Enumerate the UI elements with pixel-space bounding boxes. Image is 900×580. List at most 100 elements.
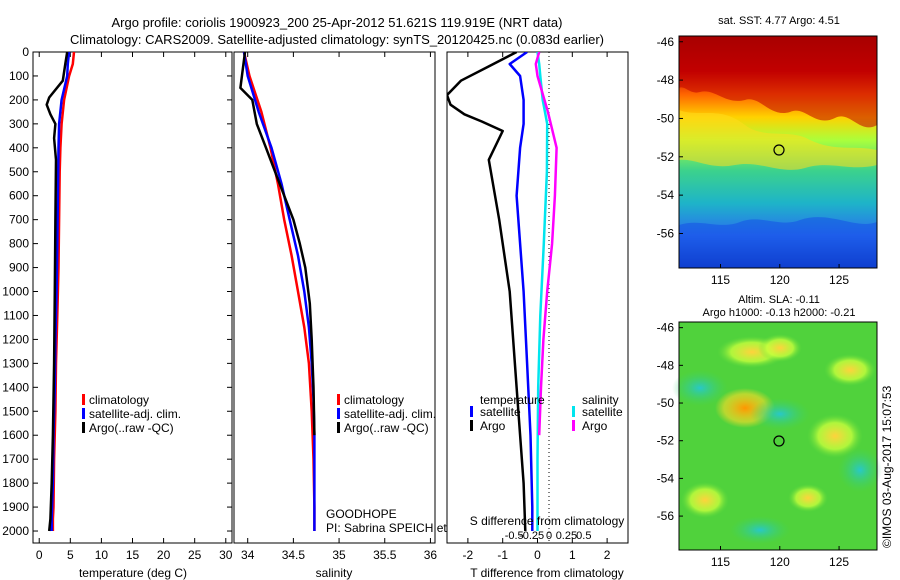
map-x-tick-label: 120 — [770, 273, 790, 287]
depth-tick-label: 1900 — [2, 500, 29, 514]
depth-tick-label: 1000 — [2, 285, 29, 299]
salinity-profiles — [239, 52, 316, 531]
figure-title-line-1: Argo profile: coriolis 1900923_200 25-Ap… — [112, 15, 563, 30]
sst-map-panel: sat. SST: 4.77 Argo: 4.51 115 120 125 -46 -4… — [657, 15, 878, 287]
map-y-tick-label: -48 — [657, 73, 675, 87]
salinity-axis-label: salinity — [316, 566, 353, 580]
salinity-difference-tick-label: 0.25 — [556, 530, 577, 542]
profile-line-salinity-satellite — [536, 52, 549, 531]
profile-line-temperature-satellite — [508, 52, 534, 531]
x-tick-label: 2 — [604, 548, 611, 562]
x-tick-label: 1 — [569, 548, 576, 562]
salinity-difference-axis-label: S difference from climatology — [470, 514, 625, 528]
sst-map-frame — [678, 35, 878, 269]
x-tick-label: 36 — [424, 548, 438, 562]
legend-label: satellite — [582, 405, 623, 419]
x-tick-label: 20 — [157, 548, 171, 562]
figure-title-line-2: Climatology: CARS2009. Satellite-adjuste… — [70, 32, 604, 47]
depth-tick-label: 300 — [9, 117, 29, 131]
sla-profile-marker — [773, 435, 785, 447]
depth-tick-label: 1800 — [2, 476, 29, 490]
legend-swatch — [337, 422, 340, 433]
depth-tick-label: 1300 — [2, 356, 29, 370]
x-tick-label: 35 — [332, 548, 346, 562]
profile-line-argo-raw-qc- — [45, 52, 69, 532]
depth-tick-label: 1600 — [2, 428, 29, 442]
temperature-axis-label: temperature (deg C) — [79, 566, 187, 580]
x-tick-label: -2 — [463, 548, 474, 562]
legend-swatch — [337, 408, 340, 419]
depth-tick-label: 600 — [9, 189, 29, 203]
difference-legend: temperaturesatelliteArgosalinitysatellit… — [470, 393, 623, 433]
map-y-tick-label: -46 — [657, 321, 675, 335]
imos-credit: ©IMOS 03-Aug-2017 15:07:53 — [880, 385, 894, 548]
legend-swatch — [82, 394, 85, 405]
legend-label: satellite-adj. clim. — [89, 407, 181, 421]
profile-line-salinity-argo — [534, 52, 558, 436]
map-x-tick-label: 115 — [711, 555, 730, 569]
difference-profiles — [447, 52, 558, 532]
x-tick-label: 30 — [219, 548, 233, 562]
x-tick-label: 5 — [67, 548, 74, 562]
depth-tick-label: 1200 — [2, 332, 29, 346]
profile-line-argo-raw-qc- — [239, 52, 316, 436]
depth-tick-label: 1400 — [2, 380, 29, 394]
sla-map-axes: 115 120 125 -46 -48 -50 -52 -54 -56 — [657, 321, 850, 569]
depth-tick-label: 200 — [9, 93, 29, 107]
legend-swatch — [470, 406, 473, 417]
map-y-tick-label: -56 — [657, 226, 675, 240]
depth-tick-label: 900 — [9, 261, 29, 275]
map-x-tick-label: 115 — [711, 273, 730, 287]
temperature-x-axis: 0 5 10 15 20 25 30 — [36, 52, 233, 562]
map-x-tick-label: 125 — [829, 273, 849, 287]
legend-swatch — [337, 394, 340, 405]
salinity-difference-tick-label: 0.5 — [576, 530, 591, 542]
legend-label: Argo — [582, 419, 608, 433]
map-y-tick-label: -56 — [657, 509, 675, 523]
depth-tick-label: 1700 — [2, 452, 29, 466]
temperature-difference-axis-label: T difference from climatology — [470, 566, 624, 580]
legend-swatch — [82, 422, 85, 433]
sst-map-axes: 115 120 125 -46 -48 -50 -52 -54 -56 — [657, 35, 850, 287]
sla-map-panel: Altim. SLA: -0.11 Argo h1000: -0.13 h200… — [657, 294, 882, 569]
x-tick-label: 10 — [95, 548, 109, 562]
legend-label: satellite — [480, 405, 521, 419]
map-y-tick-label: -52 — [657, 150, 675, 164]
legend-label: Argo(..raw -QC) — [89, 421, 174, 435]
map-y-tick-label: -48 — [657, 358, 675, 372]
depth-tick-label: 2000 — [2, 524, 29, 538]
sla-map-frame — [678, 321, 878, 551]
legend-label: Argo — [480, 419, 506, 433]
sst-profile-marker — [773, 144, 785, 156]
salinity-x-axis: 34 34.5 35 35.5 36 — [241, 52, 437, 562]
difference-panel: -2 -1 0 1 2-0.5-0.25 0 0.25 0.5 T difference fr… — [446, 51, 629, 580]
map-y-tick-label: -50 — [657, 111, 675, 125]
x-tick-label: 34 — [241, 548, 255, 562]
legend-swatch — [572, 406, 575, 417]
legend-swatch — [470, 420, 473, 431]
x-tick-label: 25 — [188, 548, 202, 562]
depth-tick-label: 500 — [9, 165, 29, 179]
legend-group-title: salinity — [582, 393, 619, 407]
map-x-tick-label: 125 — [829, 555, 849, 569]
map-y-tick-label: -54 — [657, 471, 675, 485]
salinity-panel: 34 34.5 35 35.5 36 salinity climatologysatel… — [233, 51, 529, 580]
profile-line-temperature-argo — [447, 52, 527, 532]
x-tick-label: 15 — [126, 548, 140, 562]
temperature-axes-frame — [32, 51, 233, 544]
depth-tick-label: 1100 — [3, 308, 29, 322]
x-tick-label: -1 — [497, 548, 508, 562]
x-tick-label: 34.5 — [282, 548, 306, 562]
map-y-tick-label: -54 — [657, 188, 675, 202]
depth-tick-label: 400 — [9, 141, 29, 155]
depth-tick-label: 800 — [9, 237, 29, 251]
depth-tick-label: 0 — [22, 45, 29, 59]
depth-tick-label: 100 — [9, 69, 29, 83]
temperature-panel: 0100200300400500600700800900100011001200… — [2, 45, 452, 580]
legend-swatch — [572, 420, 575, 431]
x-tick-label: 35.5 — [373, 548, 397, 562]
map-x-tick-label: 120 — [770, 555, 790, 569]
legend-label: climatology — [89, 393, 149, 407]
legend-group-title: temperature — [480, 393, 545, 407]
